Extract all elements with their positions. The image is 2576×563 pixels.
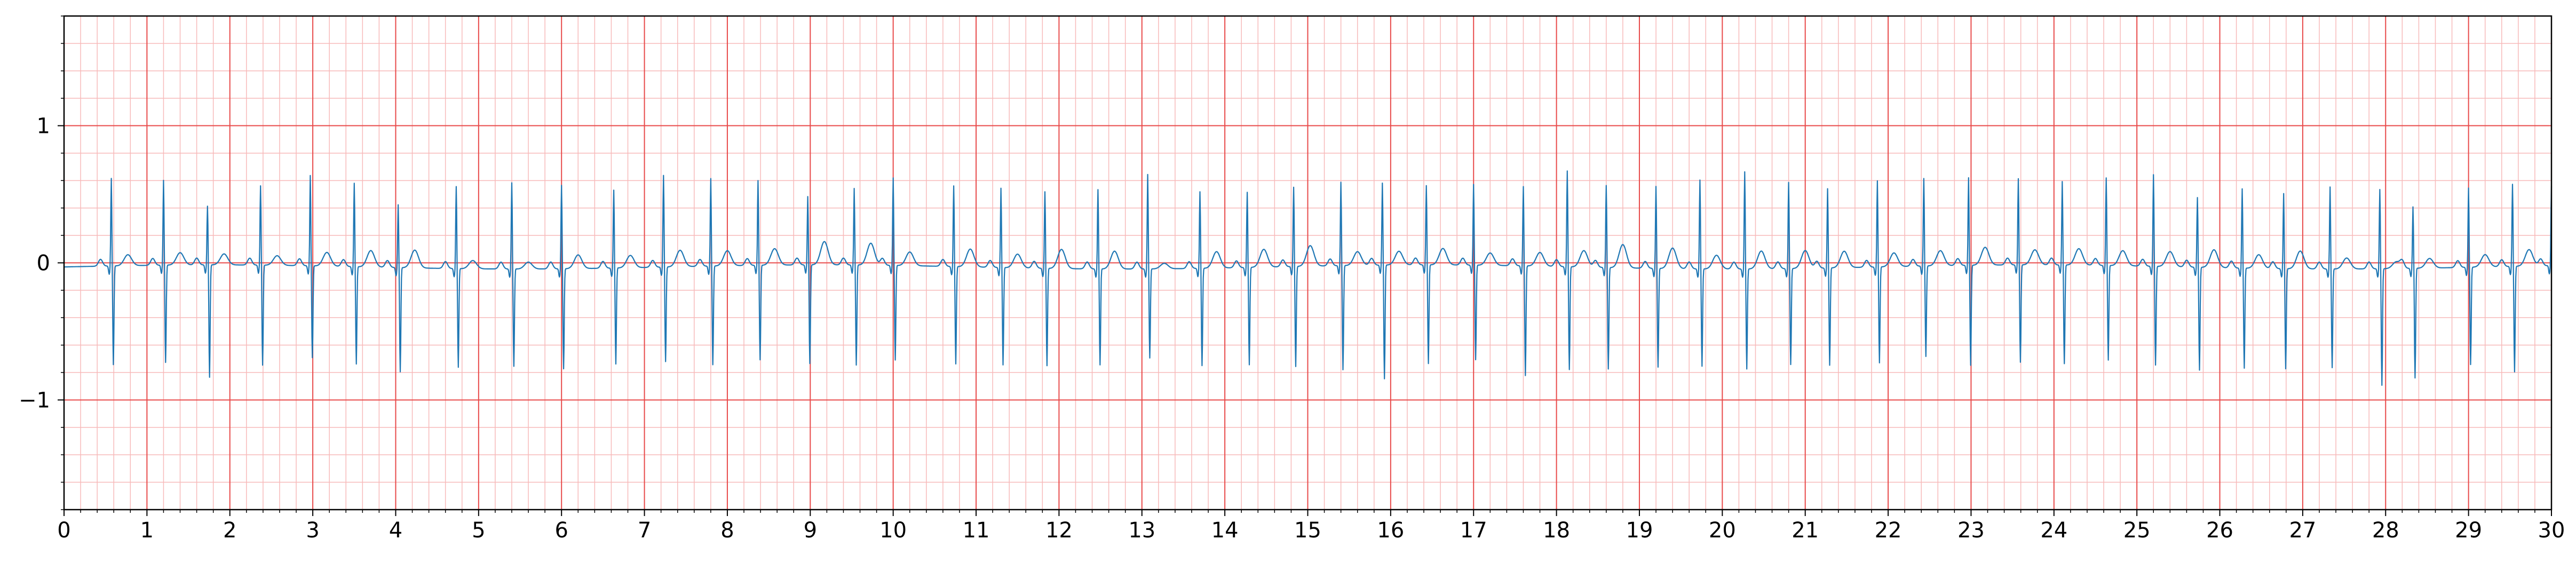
x-tick-label: 11 — [963, 518, 990, 543]
x-tick-label: 1 — [140, 518, 154, 543]
x-tick-label: 13 — [1128, 518, 1155, 543]
x-tick-label: 7 — [638, 518, 651, 543]
x-tick-label: 27 — [2289, 518, 2316, 543]
x-tick-label: 14 — [1211, 518, 1239, 543]
axis-ticks — [58, 15, 2552, 516]
x-tick-label: 0 — [57, 518, 70, 543]
y-tick-label: 1 — [37, 114, 50, 139]
x-tick-label: 2 — [223, 518, 236, 543]
x-tick-label: 24 — [2040, 518, 2067, 543]
y-tick-label: −1 — [19, 388, 50, 413]
x-tick-label: 3 — [306, 518, 319, 543]
x-tick-label: 28 — [2372, 518, 2399, 543]
x-tick-label: 18 — [1543, 518, 1570, 543]
x-tick-label: 25 — [2123, 518, 2151, 543]
x-tick-label: 16 — [1377, 518, 1404, 543]
x-tick-label: 26 — [2206, 518, 2233, 543]
x-tick-label: 15 — [1294, 518, 1321, 543]
x-tick-label: 12 — [1045, 518, 1073, 543]
ecg-trace — [64, 170, 2553, 386]
x-tick-label: 10 — [879, 518, 907, 543]
x-tick-label: 23 — [1957, 518, 1985, 543]
x-tick-labels: 0 1 2 3 4 5 6 7 8 9 10 11 12 13 14 15 16 17 18 19 20 21 22 23 24… — [57, 518, 2565, 543]
x-tick-label: 5 — [472, 518, 485, 543]
x-tick-label: 17 — [1460, 518, 1487, 543]
x-tick-label: 19 — [1626, 518, 1653, 543]
y-tick-labels: 1 0 −1 — [19, 114, 50, 413]
x-tick-label: 8 — [720, 518, 734, 543]
x-tick-label: 21 — [1792, 518, 1819, 543]
x-tick-label: 6 — [554, 518, 568, 543]
x-tick-label: 22 — [1875, 518, 1902, 543]
y-tick-label: 0 — [37, 251, 50, 276]
series-layer — [64, 170, 2553, 386]
x-tick-label: 9 — [804, 518, 817, 543]
x-tick-label: 4 — [389, 518, 402, 543]
x-tick-label: 29 — [2455, 518, 2482, 543]
x-tick-label: 20 — [1709, 518, 1736, 543]
x-tick-label: 30 — [2538, 518, 2565, 543]
